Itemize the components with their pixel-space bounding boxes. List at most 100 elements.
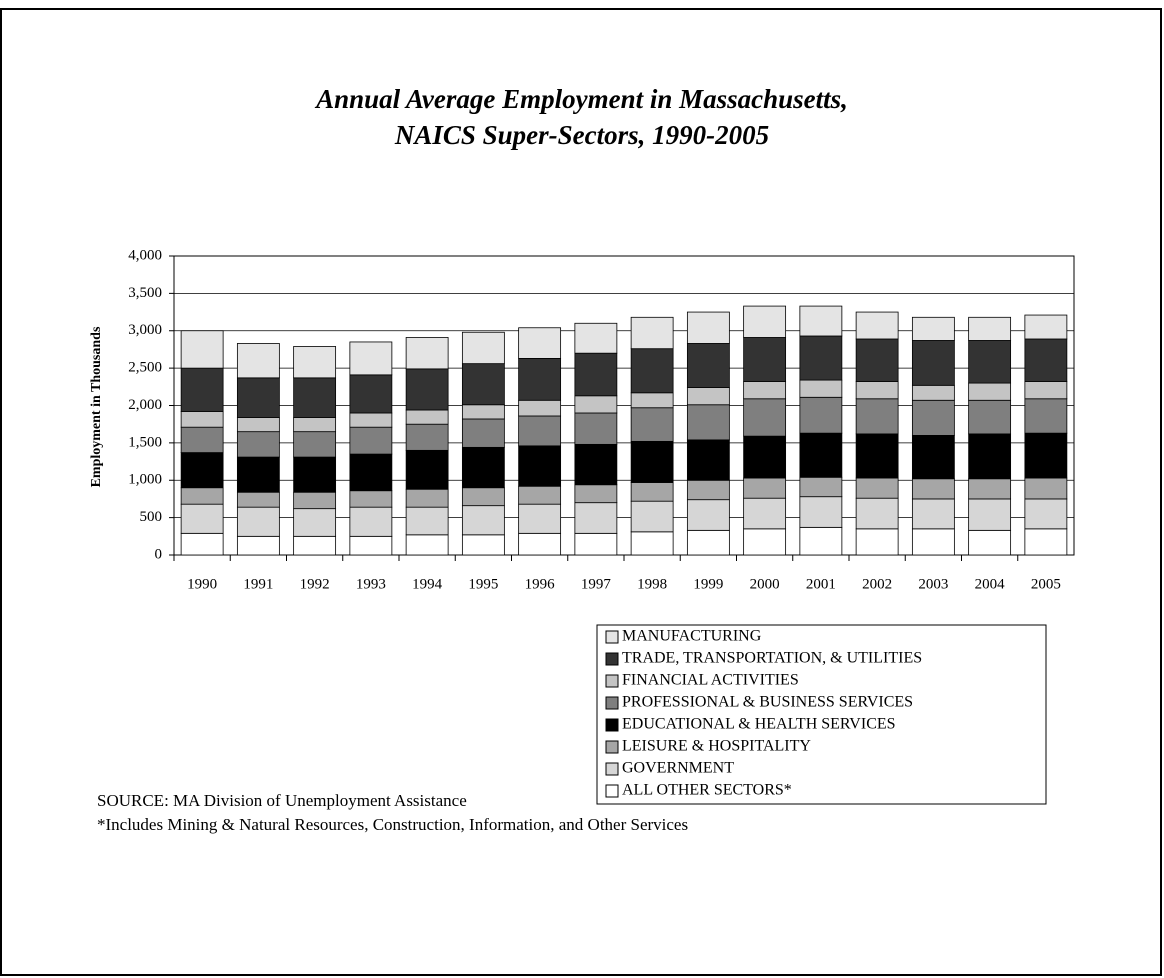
bar-segment <box>630 482 674 502</box>
bar-segment <box>461 505 505 536</box>
bar-segment <box>968 340 1012 384</box>
bar-segment <box>236 491 280 508</box>
bar-segment <box>1024 314 1068 340</box>
bar-segment <box>405 506 449 536</box>
legend-label: TRADE, TRANSPORTATION, & UTILITIES <box>622 650 922 667</box>
x-tick-label: 1998 <box>637 576 667 592</box>
bar-segment <box>405 534 449 556</box>
bar-segment <box>574 484 618 504</box>
bar-segment <box>911 478 955 500</box>
chart-title: Annual Average Employment in Massachuset… <box>314 84 848 114</box>
bar-segment <box>180 411 224 428</box>
bar-segment <box>968 316 1012 341</box>
legend-box <box>596 624 1047 805</box>
bar-segment <box>461 418 505 448</box>
bar-segment <box>405 423 449 451</box>
bar-segment <box>686 311 730 344</box>
bar-segment <box>743 305 787 338</box>
x-tick-label: 1999 <box>693 576 723 592</box>
bar-segment <box>799 379 843 398</box>
bar-segment <box>743 435 787 479</box>
legend-swatch <box>605 740 619 754</box>
bar-segment <box>574 412 618 445</box>
bar-segment <box>968 399 1012 435</box>
y-tick-label: 3,500 <box>128 285 162 301</box>
legend-label: PROFESSIONAL & BUSINESS SERVICES <box>622 694 913 711</box>
x-tick-label: 2001 <box>806 576 836 592</box>
bar-segment <box>686 439 730 481</box>
x-tick-label: 1995 <box>468 576 498 592</box>
bar-segment <box>686 529 730 556</box>
bar-segment <box>968 498 1012 531</box>
legend-label: LEISURE & HOSPITALITY <box>622 738 811 755</box>
bar-segment <box>518 445 562 487</box>
bar-segment <box>968 529 1012 556</box>
bar-segment <box>1024 381 1068 400</box>
bar-segment <box>349 374 393 414</box>
y-tick-label: 0 <box>155 546 163 562</box>
bar-segment <box>180 367 224 412</box>
bar-segment <box>574 395 618 414</box>
bar-segment <box>686 499 730 531</box>
bar-segment <box>686 479 730 501</box>
bar-segment <box>518 485 562 505</box>
bar-segment <box>630 316 674 350</box>
bar-segment <box>1024 432 1068 479</box>
bar-segment <box>405 488 449 508</box>
y-tick-label: 500 <box>140 509 163 525</box>
bar-segment <box>743 528 787 556</box>
y-tick-label: 1,500 <box>128 434 162 450</box>
bar-segment <box>799 335 843 381</box>
bar-segment <box>1024 528 1068 556</box>
legend-swatch <box>605 784 619 798</box>
x-tick-label: 2003 <box>918 576 948 592</box>
bar-segment <box>349 506 393 537</box>
bar-segment <box>799 432 843 478</box>
bar-segment <box>855 433 899 479</box>
bar-segment <box>855 477 899 499</box>
bar-segment <box>574 322 618 354</box>
bar-segment <box>180 487 224 505</box>
bar-segment <box>349 535 393 556</box>
bar-segment <box>630 440 674 483</box>
chart-title: NAICS Super-Sectors, 1990-2005 <box>394 120 769 150</box>
bar-segment <box>1024 338 1068 382</box>
x-tick-label: 1997 <box>581 576 612 592</box>
bar-segment <box>630 531 674 556</box>
bar-segment <box>405 449 449 490</box>
bar-segment <box>180 426 224 453</box>
bar-segment <box>799 476 843 498</box>
x-tick-label: 1993 <box>356 576 386 592</box>
bar-segment <box>855 381 899 400</box>
bar-segment <box>349 453 393 492</box>
bar-segment <box>518 399 562 417</box>
bar-segment <box>293 535 337 556</box>
bar-segment <box>743 398 787 437</box>
bar-segment <box>968 433 1012 480</box>
bar-segment <box>461 487 505 507</box>
bar-segment <box>855 338 899 382</box>
bar-segment <box>180 532 224 556</box>
bar-segment <box>236 456 280 493</box>
bar-segment <box>236 377 280 418</box>
bar-segment <box>686 404 730 441</box>
legend-swatch <box>605 630 619 644</box>
bar-segment <box>968 382 1012 401</box>
bar-segment <box>1024 498 1068 530</box>
bar-segment <box>518 327 562 359</box>
x-tick-label: 1994 <box>412 576 443 592</box>
bar-segment <box>518 503 562 534</box>
bar-segment <box>1024 398 1068 434</box>
legend-swatch <box>605 674 619 688</box>
x-tick-label: 1996 <box>525 576 556 592</box>
bar-segment <box>349 412 393 428</box>
y-tick-label: 1,000 <box>128 472 162 488</box>
bar-segment <box>911 498 955 530</box>
bar-segment <box>461 534 505 556</box>
legend-swatch <box>605 696 619 710</box>
legend-label: GOVERNMENT <box>622 760 734 777</box>
x-tick-label: 2004 <box>975 576 1006 592</box>
bar-segment <box>686 343 730 388</box>
legend-label: EDUCATIONAL & HEALTH SERVICES <box>622 716 896 733</box>
bar-segment <box>518 415 562 447</box>
